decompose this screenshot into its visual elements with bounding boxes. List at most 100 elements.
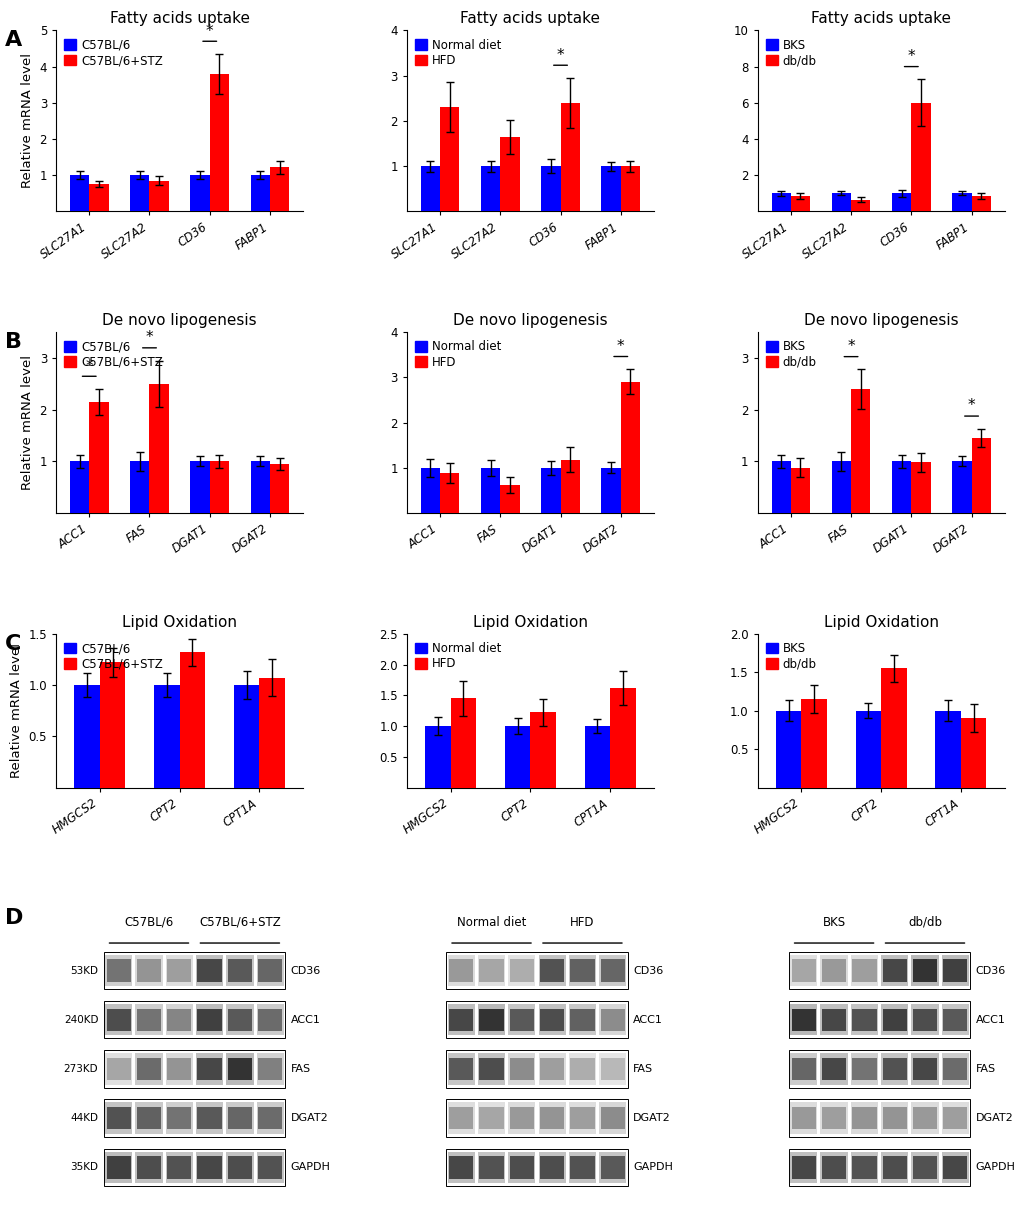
- Legend: BKS, db/db: BKS, db/db: [763, 640, 818, 672]
- Bar: [167, 1107, 192, 1130]
- Bar: [100, 663, 125, 788]
- Text: *: *: [206, 23, 213, 39]
- Bar: [257, 1004, 283, 1036]
- Bar: [104, 1149, 285, 1186]
- Bar: [850, 1103, 877, 1133]
- Bar: [943, 1058, 966, 1080]
- Bar: [258, 959, 282, 981]
- Bar: [560, 460, 579, 513]
- Bar: [226, 1103, 254, 1133]
- Bar: [251, 175, 270, 212]
- Bar: [850, 1004, 877, 1036]
- Bar: [136, 1004, 162, 1036]
- Bar: [934, 710, 960, 788]
- Bar: [790, 1103, 816, 1133]
- Bar: [791, 1058, 815, 1080]
- Bar: [258, 1107, 282, 1130]
- Bar: [198, 1008, 221, 1031]
- Bar: [821, 1008, 846, 1031]
- Bar: [448, 1058, 473, 1080]
- Text: *: *: [847, 339, 854, 354]
- Bar: [478, 1152, 504, 1183]
- Text: A: A: [5, 30, 22, 50]
- Bar: [971, 438, 989, 513]
- Bar: [478, 1053, 504, 1085]
- Bar: [880, 1004, 908, 1036]
- Text: *: *: [146, 330, 153, 345]
- Bar: [258, 1058, 282, 1080]
- Bar: [167, 1008, 192, 1031]
- Bar: [569, 1004, 595, 1036]
- Bar: [478, 955, 504, 986]
- Bar: [210, 74, 229, 212]
- Bar: [570, 1156, 594, 1178]
- Bar: [165, 1103, 193, 1133]
- Text: C: C: [5, 634, 21, 654]
- Bar: [801, 699, 826, 788]
- Bar: [198, 1156, 221, 1178]
- Bar: [830, 461, 850, 513]
- Bar: [850, 955, 877, 986]
- Text: GAPDH: GAPDH: [290, 1162, 330, 1172]
- Bar: [104, 952, 285, 990]
- Bar: [227, 1107, 252, 1130]
- Bar: [912, 959, 936, 981]
- Bar: [910, 1152, 937, 1183]
- Bar: [445, 952, 628, 990]
- Title: Fatty acids uptake: Fatty acids uptake: [460, 11, 600, 27]
- Bar: [105, 955, 132, 986]
- Bar: [136, 955, 162, 986]
- Bar: [819, 1152, 847, 1183]
- Bar: [258, 1156, 282, 1178]
- Bar: [912, 1058, 936, 1080]
- Bar: [539, 1008, 564, 1031]
- Bar: [167, 1058, 192, 1080]
- Bar: [137, 1107, 161, 1130]
- Text: D: D: [5, 908, 23, 928]
- Bar: [570, 959, 594, 981]
- Bar: [479, 1058, 503, 1080]
- Bar: [104, 1001, 285, 1038]
- Text: *: *: [556, 47, 564, 62]
- Text: ACC1: ACC1: [633, 1014, 662, 1025]
- Bar: [165, 1004, 193, 1036]
- Bar: [499, 136, 519, 212]
- Bar: [910, 1103, 937, 1133]
- Bar: [791, 1008, 815, 1031]
- Bar: [912, 1107, 936, 1130]
- Bar: [570, 1008, 594, 1031]
- Bar: [598, 955, 626, 986]
- Bar: [539, 959, 564, 981]
- Bar: [892, 193, 910, 212]
- Bar: [790, 196, 809, 212]
- Bar: [852, 1107, 875, 1130]
- Bar: [226, 1053, 254, 1085]
- Bar: [819, 1053, 847, 1085]
- Title: De novo lipogenesis: De novo lipogenesis: [102, 314, 257, 328]
- Text: HFD: HFD: [570, 916, 594, 929]
- Bar: [445, 1149, 628, 1186]
- Bar: [941, 955, 968, 986]
- Bar: [448, 959, 473, 981]
- Bar: [270, 167, 289, 212]
- Bar: [569, 1152, 595, 1183]
- Bar: [447, 955, 475, 986]
- Bar: [425, 726, 450, 788]
- Bar: [105, 1103, 132, 1133]
- Bar: [165, 1152, 193, 1183]
- Bar: [538, 955, 566, 986]
- Bar: [910, 462, 929, 513]
- Text: DGAT2: DGAT2: [975, 1113, 1013, 1124]
- Bar: [569, 1053, 595, 1085]
- Text: CD36: CD36: [633, 966, 662, 975]
- Bar: [130, 175, 150, 212]
- Bar: [136, 1152, 162, 1183]
- Bar: [600, 1156, 625, 1178]
- Bar: [830, 193, 850, 212]
- Bar: [538, 1004, 566, 1036]
- Title: De novo lipogenesis: De novo lipogenesis: [452, 314, 607, 328]
- Bar: [227, 959, 252, 981]
- Bar: [227, 1008, 252, 1031]
- Bar: [198, 959, 221, 981]
- Bar: [943, 1008, 966, 1031]
